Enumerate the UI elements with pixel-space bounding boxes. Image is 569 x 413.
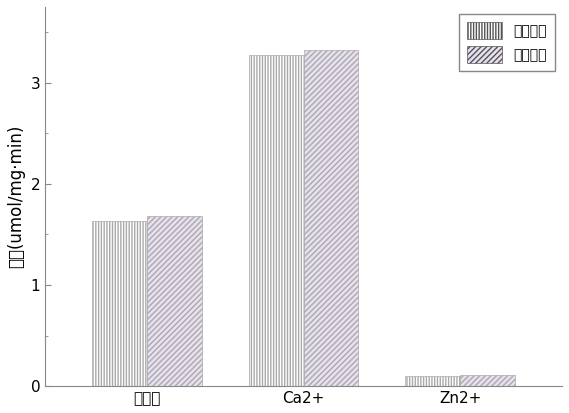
Bar <box>460 375 515 386</box>
Y-axis label: 活性(umol/mg·min): 活性(umol/mg·min) <box>7 125 25 268</box>
Bar <box>405 376 460 386</box>
Bar <box>92 221 147 386</box>
Bar <box>147 216 202 386</box>
Legend: 荧光强度, 荧光寿命: 荧光强度, 荧光寿命 <box>459 14 555 71</box>
Bar <box>249 55 304 386</box>
Bar <box>304 50 358 386</box>
